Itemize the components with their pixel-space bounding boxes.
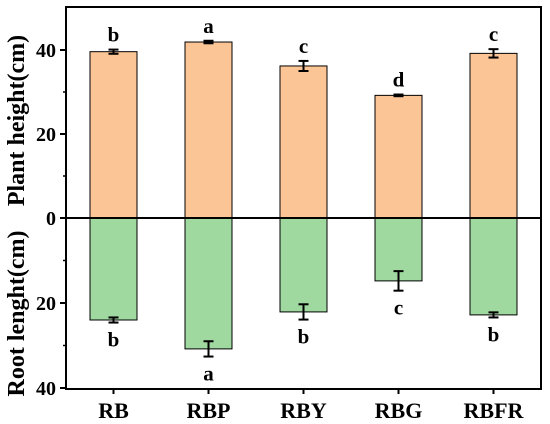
significance-letter-plant-height-rbp: a (203, 14, 214, 38)
x-tick-label-rbfr: RBFR (464, 398, 525, 423)
significance-letter-plant-height-rbg: d (393, 68, 405, 92)
bar-plant-height-rbfr (469, 52, 518, 219)
y-axis-title-root-length: Root lenght(cm) (4, 231, 30, 397)
significance-letters-layer: b b a a c b d c c b (108, 14, 500, 386)
bar-plant-height-rb (89, 51, 138, 219)
bar-plant-height-rby (279, 65, 328, 219)
y-tick-label-plant-40: 40 (36, 40, 56, 62)
y-tick-label-zero: 0 (46, 208, 56, 230)
y-tick-label-plant-20: 20 (36, 124, 56, 146)
bar-plant-height-rbp (184, 41, 233, 219)
significance-letter-root-length-rby: b (298, 325, 310, 349)
y-axis-title-plant-height: Plant height(cm) (4, 35, 30, 206)
error-bars-layer (108, 39, 499, 358)
x-tick-label-rbg: RBG (375, 398, 423, 423)
significance-letter-plant-height-rby: c (299, 34, 308, 58)
bar-root-length-rb (89, 217, 138, 321)
bar-root-length-rbfr (469, 217, 518, 316)
significance-letter-root-length-rbfr: b (488, 322, 500, 346)
bars-layer (89, 41, 518, 350)
y-tick-label-root-20: 20 (36, 293, 56, 315)
x-categories-layer: RB RBP RBY RBG RBFR (98, 389, 525, 423)
bar-root-length-rbp (184, 217, 233, 350)
plot-frame (65, 6, 542, 390)
x-tick-label-rbp: RBP (187, 398, 231, 423)
significance-letter-plant-height-rbfr: c (489, 22, 498, 46)
significance-letter-plant-height-rb: b (108, 23, 120, 47)
bar-plant-height-rbg (374, 94, 423, 219)
significance-letter-root-length-rb: b (108, 328, 120, 352)
significance-letter-root-length-rbg: c (394, 296, 403, 320)
x-tick-label-rby: RBY (280, 398, 327, 423)
bar-root-length-rby (279, 217, 328, 313)
y-tick-label-root-40: 40 (36, 378, 56, 400)
y-ticks-layer: 40 20 0 20 40 (36, 40, 66, 400)
x-tick-label-rb: RB (98, 398, 129, 423)
significance-letter-root-length-rbp: a (203, 362, 214, 386)
